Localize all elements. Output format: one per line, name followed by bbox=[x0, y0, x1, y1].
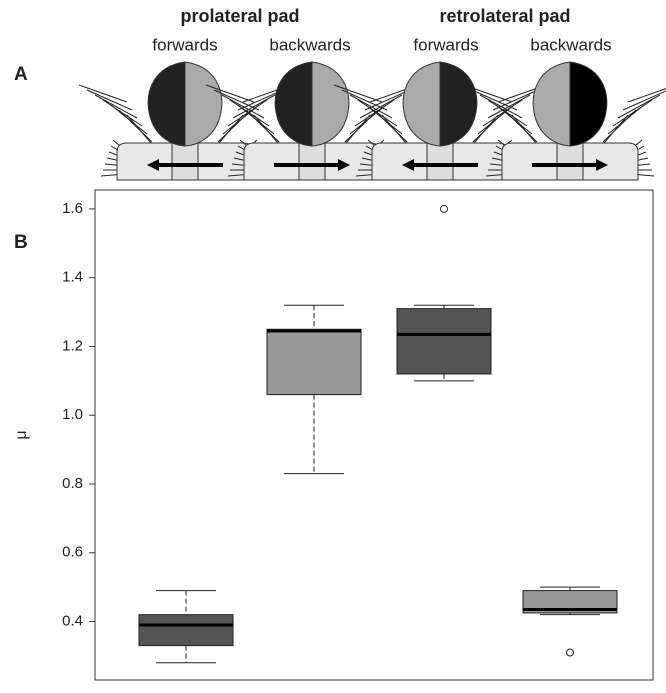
panel-label: A bbox=[14, 64, 28, 85]
hair bbox=[229, 99, 270, 127]
hair bbox=[479, 94, 523, 119]
box bbox=[138, 614, 234, 647]
hair bbox=[364, 89, 411, 111]
arrow-head bbox=[338, 159, 350, 171]
hair bbox=[492, 89, 539, 111]
y-tick-label: 1.0 bbox=[62, 406, 83, 423]
box bbox=[396, 308, 492, 375]
hair bbox=[333, 84, 383, 103]
hair bbox=[341, 89, 388, 111]
plot-frame bbox=[94, 189, 654, 681]
pad-left bbox=[147, 61, 186, 147]
hair bbox=[354, 99, 395, 127]
hair bbox=[612, 99, 653, 127]
direction-label: backwards bbox=[530, 35, 611, 54]
hair bbox=[349, 94, 393, 119]
hair bbox=[94, 94, 138, 119]
hair bbox=[232, 94, 276, 119]
panel-label: B bbox=[14, 232, 28, 253]
y-tick-label: 1.4 bbox=[62, 269, 83, 286]
hair bbox=[487, 99, 528, 127]
pad-right bbox=[439, 61, 478, 147]
hair bbox=[463, 84, 513, 103]
y-tick-label: 0.4 bbox=[62, 613, 83, 630]
arrow-head bbox=[147, 159, 159, 171]
illustrations bbox=[78, 61, 666, 181]
hair bbox=[357, 99, 398, 127]
hair bbox=[617, 94, 661, 119]
hair bbox=[221, 94, 265, 119]
y-tick-label: 1.2 bbox=[62, 337, 83, 354]
hair bbox=[86, 89, 133, 111]
outlier bbox=[440, 204, 448, 213]
hair bbox=[482, 99, 523, 127]
outlier bbox=[566, 648, 574, 657]
hair bbox=[471, 89, 518, 111]
group-title: prolateral pad bbox=[180, 6, 299, 26]
direction-label: forwards bbox=[152, 35, 217, 54]
pad-left bbox=[402, 61, 441, 147]
hair bbox=[78, 84, 128, 103]
pad-right bbox=[569, 61, 608, 147]
y-tick-label: 1.6 bbox=[62, 200, 83, 217]
direction-label: backwards bbox=[269, 35, 350, 54]
box bbox=[266, 328, 362, 396]
arrow-head bbox=[596, 159, 608, 171]
pad-left bbox=[532, 61, 571, 147]
hair bbox=[205, 84, 255, 103]
direction-label: forwards bbox=[413, 35, 478, 54]
y-axis-label: μ bbox=[13, 430, 30, 439]
y-tick-label: 0.6 bbox=[62, 544, 83, 561]
hair bbox=[359, 94, 403, 119]
pad-right bbox=[311, 61, 350, 147]
arrow-head bbox=[402, 159, 414, 171]
box bbox=[522, 590, 618, 614]
hair bbox=[102, 99, 143, 127]
pad-left bbox=[274, 61, 313, 147]
group-title: retrolateral pad bbox=[439, 6, 570, 26]
pad-right bbox=[184, 61, 223, 147]
hair bbox=[213, 89, 260, 111]
y-tick-label: 0.8 bbox=[62, 475, 83, 492]
hair bbox=[622, 90, 666, 111]
hair bbox=[627, 88, 666, 103]
